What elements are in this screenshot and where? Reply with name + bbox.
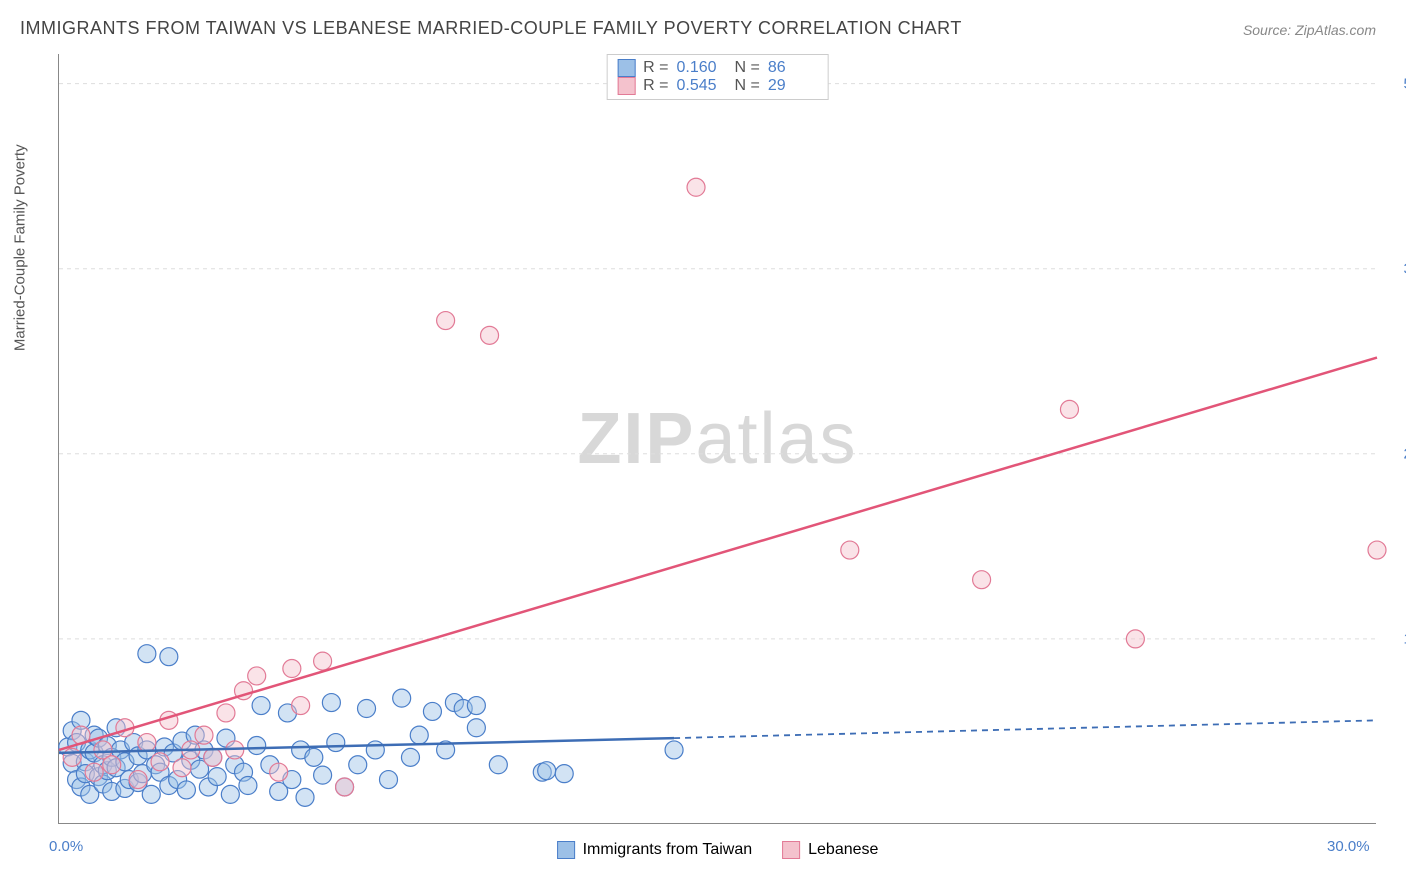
legend-swatch xyxy=(782,841,800,859)
legend-swatch xyxy=(617,77,635,95)
chart-svg xyxy=(59,54,1376,823)
plot-area: ZIPatlas R = 0.160 N = 86 R = 0.545 N = … xyxy=(58,54,1376,824)
legend-label: Lebanese xyxy=(808,841,878,859)
r-label: R = xyxy=(643,77,668,95)
r-label: R = xyxy=(643,59,668,77)
legend-row: R = 0.545 N = 29 xyxy=(617,77,818,95)
n-value: 86 xyxy=(768,59,818,77)
legend-correlation: R = 0.160 N = 86 R = 0.545 N = 29 xyxy=(606,54,829,100)
chart-title: IMMIGRANTS FROM TAIWAN VS LEBANESE MARRI… xyxy=(20,18,962,39)
r-value: 0.160 xyxy=(677,59,727,77)
legend-swatch xyxy=(617,59,635,77)
legend-series: Immigrants from Taiwan Lebanese xyxy=(557,841,879,859)
legend-item: Immigrants from Taiwan xyxy=(557,841,753,859)
x-tick-label: 0.0% xyxy=(49,838,83,855)
legend-label: Immigrants from Taiwan xyxy=(583,841,753,859)
r-value: 0.545 xyxy=(677,77,727,95)
y-axis-title: Married-Couple Family Poverty xyxy=(12,144,29,351)
legend-item: Lebanese xyxy=(782,841,878,859)
source-label: Source: ZipAtlas.com xyxy=(1243,22,1376,38)
legend-row: R = 0.160 N = 86 xyxy=(617,59,818,77)
n-label: N = xyxy=(735,77,760,95)
legend-swatch xyxy=(557,841,575,859)
n-label: N = xyxy=(735,59,760,77)
n-value: 29 xyxy=(768,77,818,95)
x-tick-label: 30.0% xyxy=(1327,838,1370,855)
